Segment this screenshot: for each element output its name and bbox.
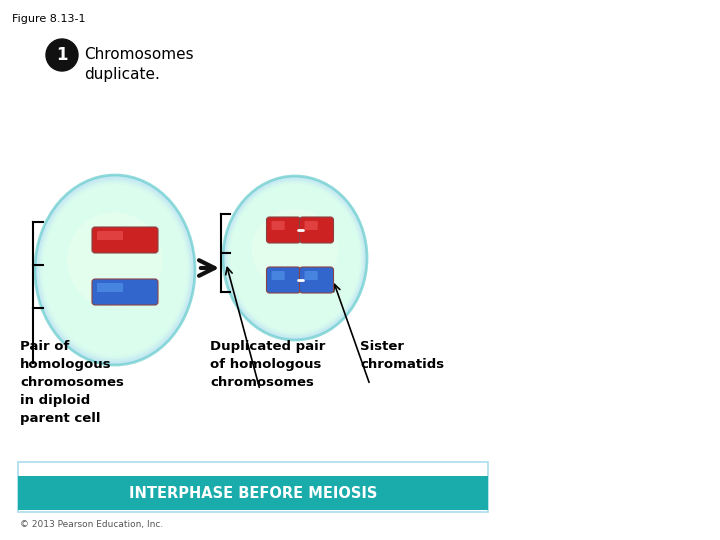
Ellipse shape (43, 185, 187, 355)
Ellipse shape (35, 175, 195, 365)
Text: Figure 8.13-1: Figure 8.13-1 (12, 14, 86, 24)
Text: Pair of
homologous
chromosomes
in diploid
parent cell: Pair of homologous chromosomes in diploi… (20, 340, 124, 425)
Ellipse shape (228, 181, 363, 335)
Ellipse shape (37, 177, 194, 363)
Text: Chromosomes
duplicate.: Chromosomes duplicate. (84, 47, 194, 82)
FancyBboxPatch shape (266, 217, 300, 243)
FancyBboxPatch shape (97, 231, 123, 240)
Ellipse shape (225, 178, 366, 339)
FancyBboxPatch shape (271, 221, 284, 230)
Text: Sister
chromatids: Sister chromatids (360, 340, 444, 371)
Ellipse shape (38, 179, 192, 361)
Text: © 2013 Pearson Education, Inc.: © 2013 Pearson Education, Inc. (20, 520, 163, 529)
FancyBboxPatch shape (92, 279, 158, 305)
FancyBboxPatch shape (92, 227, 158, 253)
Ellipse shape (223, 176, 367, 340)
Ellipse shape (40, 181, 190, 359)
Ellipse shape (226, 179, 364, 337)
FancyBboxPatch shape (266, 267, 300, 293)
Ellipse shape (252, 209, 338, 291)
Ellipse shape (41, 183, 189, 357)
FancyBboxPatch shape (18, 462, 488, 512)
FancyBboxPatch shape (271, 271, 284, 280)
FancyBboxPatch shape (18, 476, 488, 510)
Circle shape (46, 39, 78, 71)
FancyBboxPatch shape (97, 283, 123, 292)
Ellipse shape (230, 184, 360, 332)
FancyBboxPatch shape (305, 221, 318, 230)
FancyBboxPatch shape (300, 217, 333, 243)
Text: 1: 1 (56, 46, 68, 64)
Ellipse shape (229, 183, 361, 333)
FancyBboxPatch shape (305, 271, 318, 280)
Text: Duplicated pair
of homologous
chromosomes: Duplicated pair of homologous chromosome… (210, 340, 325, 389)
Ellipse shape (67, 213, 163, 307)
FancyBboxPatch shape (300, 267, 333, 293)
Text: INTERPHASE BEFORE MEIOSIS: INTERPHASE BEFORE MEIOSIS (129, 485, 377, 501)
